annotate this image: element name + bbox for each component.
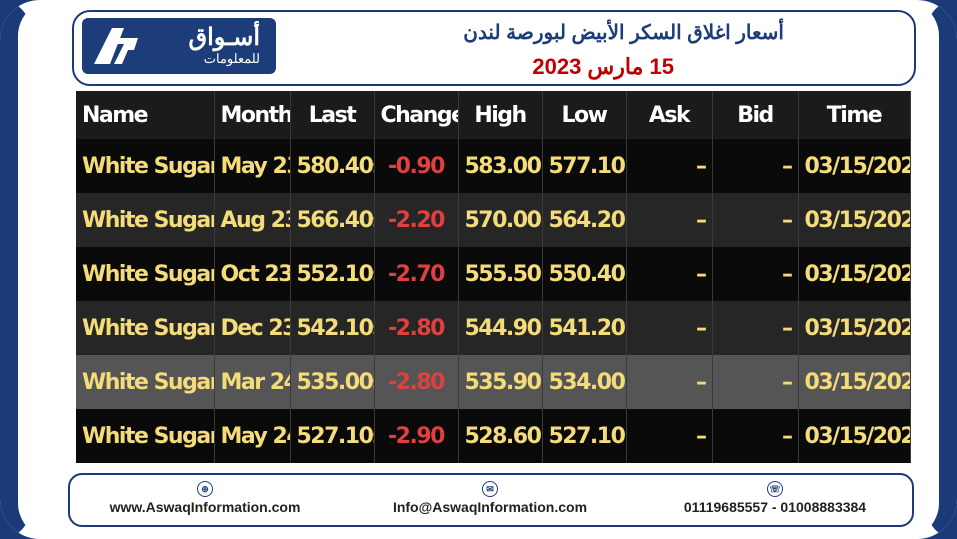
column-header-name: Name [76, 91, 215, 139]
cell-bid: – [712, 409, 799, 463]
cell-month: May 24 [214, 409, 291, 463]
cell-last: 566.40s [290, 193, 375, 247]
cell-month: Oct 23 [214, 247, 291, 301]
cell-change: -0.90 [374, 139, 459, 193]
footer-email: ✉ Info@AswaqInformation.com [360, 481, 620, 515]
table-header-row: Name Month Last Change High Low Ask Bid Time [76, 91, 911, 139]
cell-name: White Sugar #5 [76, 409, 215, 463]
cell-high: 528.60 [458, 409, 543, 463]
cell-high: 544.90 [458, 301, 543, 355]
cell-month: May 23 [214, 139, 291, 193]
header-box: أسـواق للمعلومات أسعار اغلاق السكر الأبي… [72, 10, 916, 86]
cell-name: White Sugar #5 [76, 355, 215, 409]
cell-month: Mar 24 [214, 355, 291, 409]
globe-icon: ⊕ [197, 481, 213, 497]
cell-bid: – [712, 193, 799, 247]
cell-change: -2.70 [374, 247, 459, 301]
cell-low: 550.40 [542, 247, 627, 301]
cell-low: 541.20 [542, 301, 627, 355]
column-header-low: Low [542, 91, 627, 139]
table-row: White Sugar #5Mar 24535.00s-2.80535.9053… [76, 355, 911, 409]
cell-time: 03/15/2023 [798, 193, 911, 247]
cell-time: 03/15/2023 [798, 247, 911, 301]
column-header-month: Month [214, 91, 291, 139]
column-header-high: High [458, 91, 543, 139]
logo-mark-icon [90, 24, 142, 68]
cell-low: 527.10 [542, 409, 627, 463]
cell-low: 564.20 [542, 193, 627, 247]
cell-change: -2.80 [374, 301, 459, 355]
cell-high: 535.90 [458, 355, 543, 409]
column-header-time: Time [798, 91, 911, 139]
column-header-change: Change [374, 91, 459, 139]
cell-ask: – [626, 301, 713, 355]
table-row: White Sugar #5May 24527.10s-2.90528.6052… [76, 409, 911, 463]
cell-name: White Sugar #5 [76, 301, 215, 355]
cell-last: 527.10s [290, 409, 375, 463]
cell-last: 535.00s [290, 355, 375, 409]
cell-change: -2.80 [374, 355, 459, 409]
cell-name: White Sugar #5 [76, 247, 215, 301]
aswaq-logo: أسـواق للمعلومات [82, 18, 276, 74]
cell-last: 552.10s [290, 247, 375, 301]
cell-ask: – [626, 247, 713, 301]
cell-high: 555.50 [458, 247, 543, 301]
logo-subtitle: للمعلومات [203, 51, 260, 66]
cell-time: 03/15/2023 [798, 409, 911, 463]
table-row: White Sugar #5Oct 23552.10s-2.70555.5055… [76, 247, 911, 301]
column-header-bid: Bid [712, 91, 799, 139]
cell-last: 542.10s [290, 301, 375, 355]
cell-ask: – [626, 355, 713, 409]
cell-change: -2.90 [374, 409, 459, 463]
cell-time: 03/15/2023 [798, 139, 911, 193]
phone-text: 01119685557 - 01008883384 [683, 499, 867, 515]
cell-low: 577.10 [542, 139, 627, 193]
cell-bid: – [712, 247, 799, 301]
table-row: White Sugar #5Aug 23566.40s-2.20570.0056… [76, 193, 911, 247]
website-text: www.AswaqInformation.com [109, 499, 301, 515]
email-text: Info@AswaqInformation.com [392, 499, 588, 515]
cell-last: 580.40s [290, 139, 375, 193]
mail-icon: ✉ [482, 481, 498, 497]
page-title: أسعار اغلاق السكر الأبيض لبورصة لندن [463, 22, 784, 44]
cell-time: 03/15/2023 [798, 355, 911, 409]
cell-bid: – [712, 139, 799, 193]
cell-month: Aug 23 [214, 193, 291, 247]
cell-bid: – [712, 355, 799, 409]
footer-phone: ☏ 01119685557 - 01008883384 [650, 481, 900, 515]
column-header-last: Last [290, 91, 375, 139]
cell-month: Dec 23 [214, 301, 291, 355]
cell-ask: – [626, 409, 713, 463]
phone-icon: ☏ [767, 481, 783, 497]
logo-name: أسـواق [188, 24, 261, 51]
cell-change: -2.20 [374, 193, 459, 247]
table-row: White Sugar #5May 23580.40s-0.90583.0057… [76, 139, 911, 193]
column-header-ask: Ask [626, 91, 713, 139]
table-row: White Sugar #5Dec 23542.10s-2.80544.9054… [76, 301, 911, 355]
cell-ask: – [626, 139, 713, 193]
cell-bid: – [712, 301, 799, 355]
cell-time: 03/15/2023 [798, 301, 911, 355]
cell-name: White Sugar #5 [76, 139, 215, 193]
footer-box: ⊕ www.AswaqInformation.com ✉ Info@AswaqI… [68, 473, 914, 527]
prices-table: Name Month Last Change High Low Ask Bid Time Whi… [76, 91, 911, 463]
cell-name: White Sugar #5 [76, 193, 215, 247]
cell-low: 534.00 [542, 355, 627, 409]
cell-ask: – [626, 193, 713, 247]
footer-website: ⊕ www.AswaqInformation.com [80, 481, 330, 515]
page-date: 15 مارس 2023 [532, 54, 674, 79]
cell-high: 570.00 [458, 193, 543, 247]
cell-high: 583.00 [458, 139, 543, 193]
